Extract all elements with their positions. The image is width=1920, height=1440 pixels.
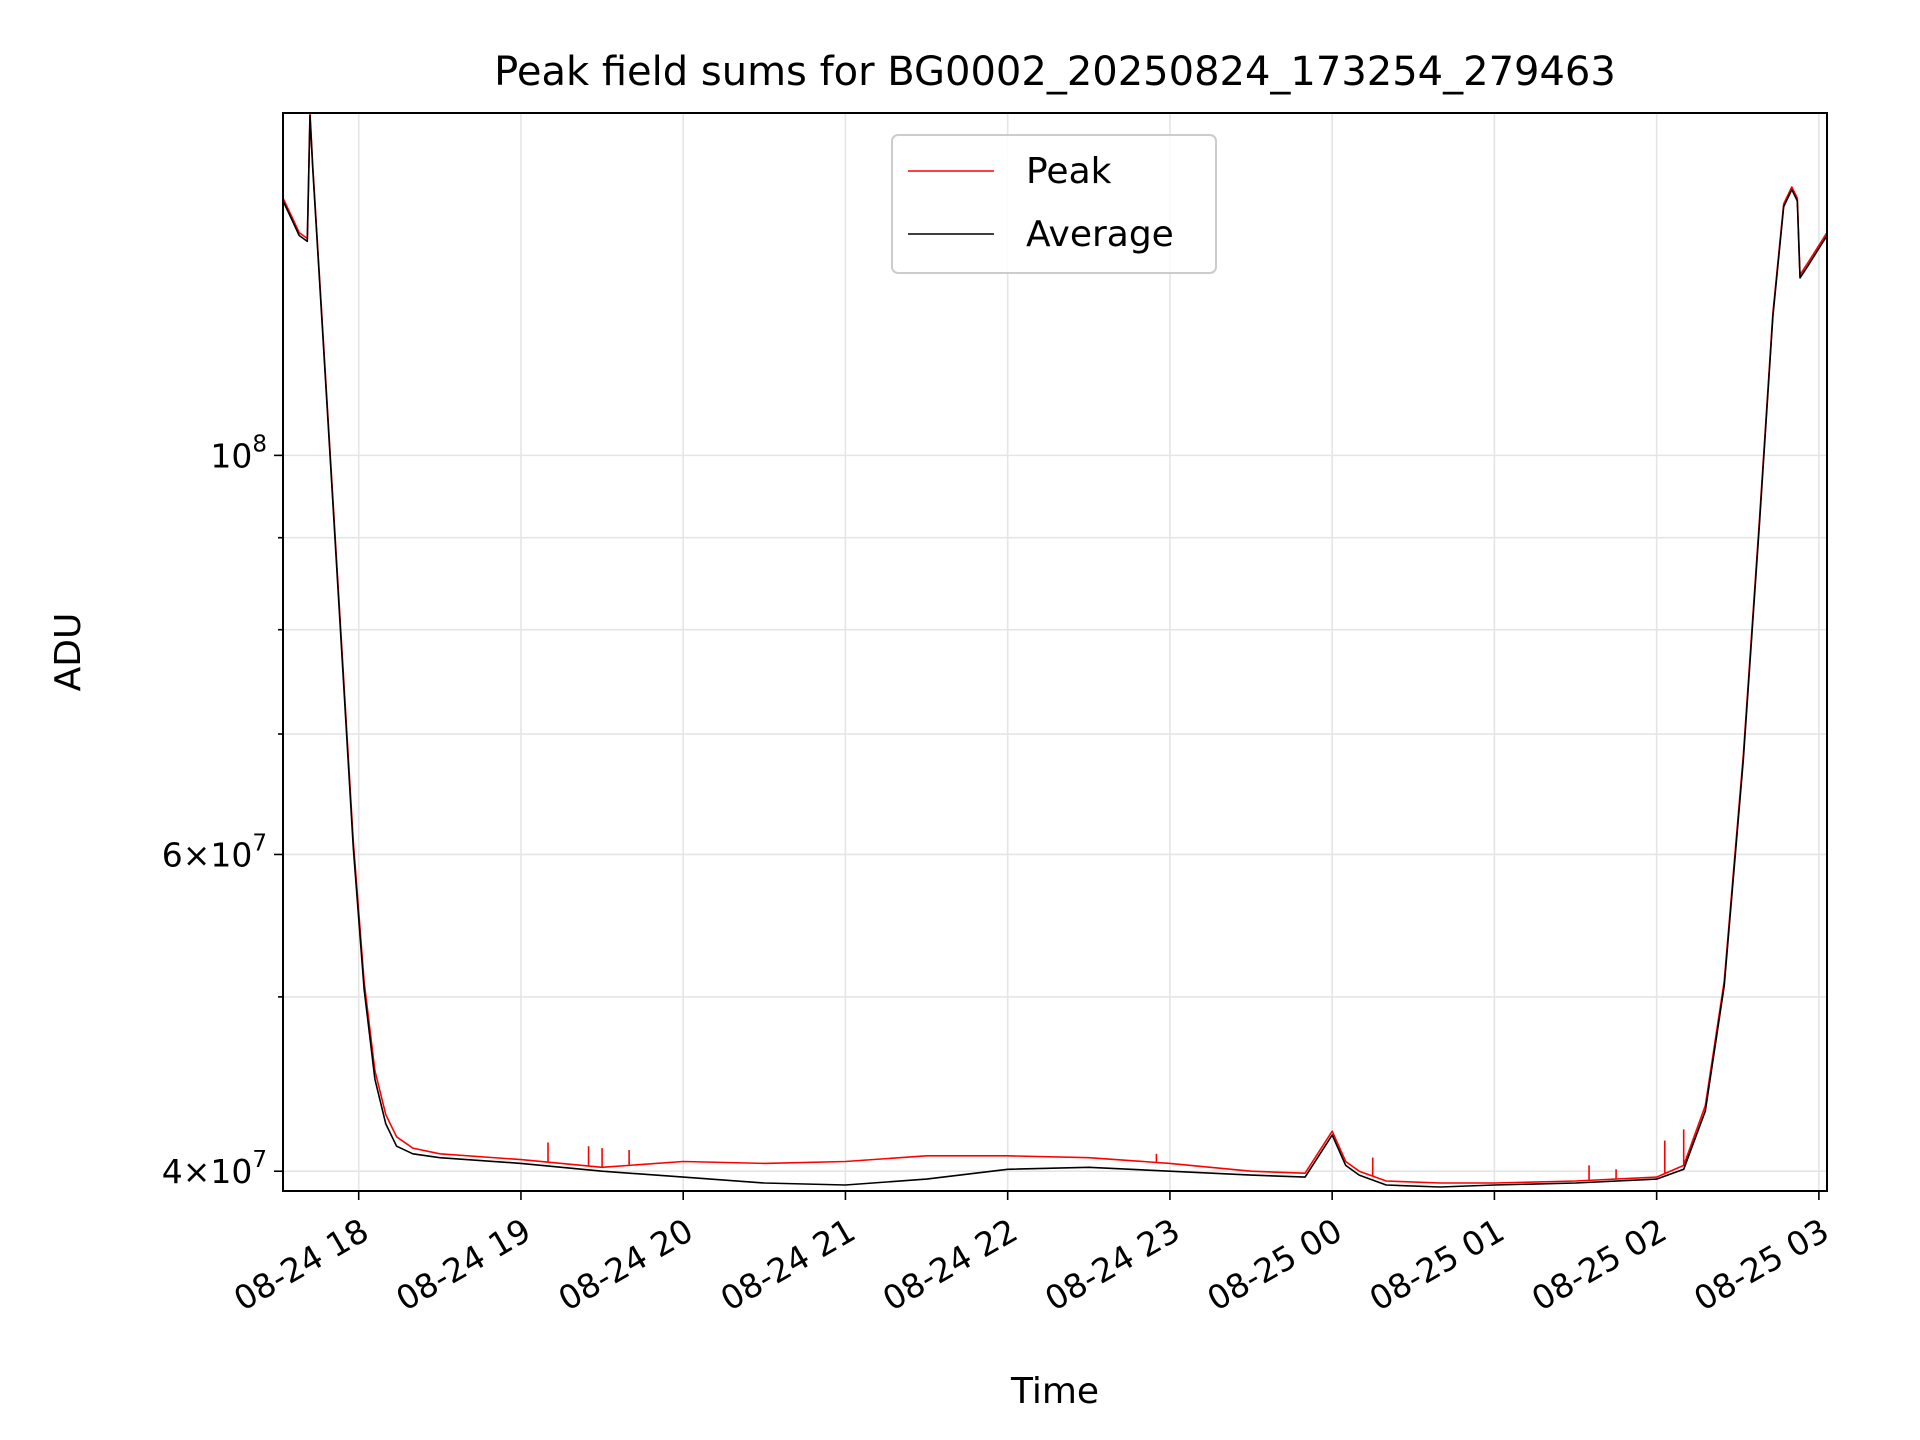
legend-label-average: Average xyxy=(1026,214,1174,255)
y-axis: 4×107 6×107 108 xyxy=(162,431,283,1191)
y-axis-label: ADU xyxy=(48,613,89,692)
y-tick-label: 6×107 xyxy=(162,830,267,874)
legend-label-peak: Peak xyxy=(1026,151,1112,192)
grid xyxy=(283,113,1827,1191)
series-layer xyxy=(283,113,1827,1188)
series-line-average xyxy=(283,114,1827,1188)
y-tick-label: 4×107 xyxy=(162,1147,267,1191)
plot-frame xyxy=(282,112,1828,1192)
legend-box xyxy=(891,134,1217,274)
legend: Peak Average xyxy=(891,134,1217,274)
x-axis-label: Time xyxy=(1010,1371,1099,1412)
chart-title: Peak field sums for BG0002_20250824_1732… xyxy=(494,49,1616,95)
y-tick-label: 108 xyxy=(210,431,267,475)
